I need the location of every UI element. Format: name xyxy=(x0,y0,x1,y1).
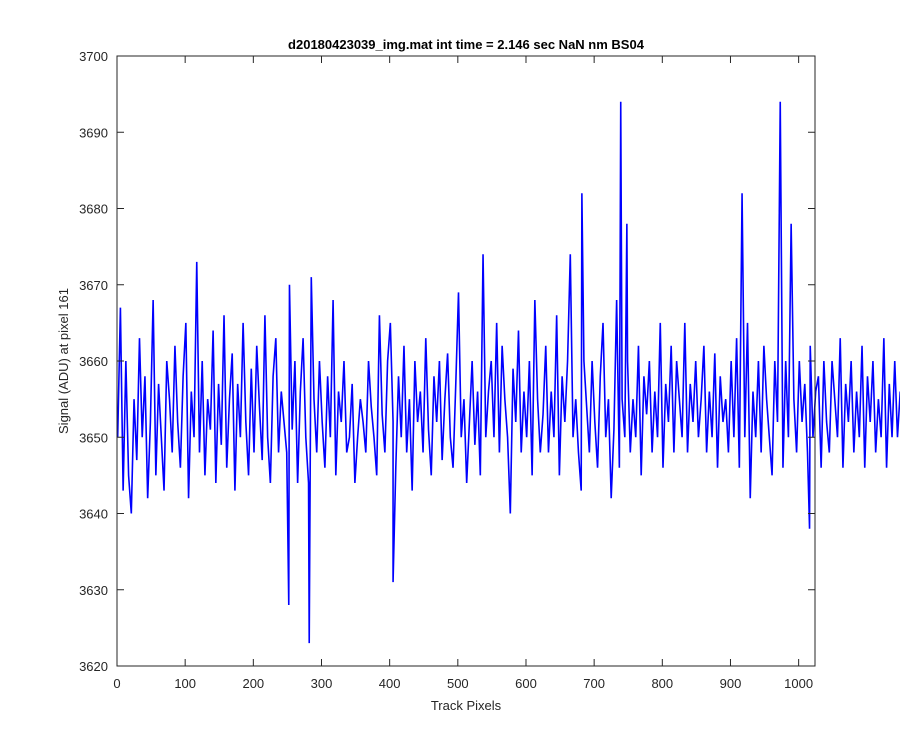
x-tick-label: 300 xyxy=(311,676,333,691)
y-tick-label: 3640 xyxy=(79,507,108,522)
x-tick-label: 0 xyxy=(113,676,120,691)
y-tick-label: 3690 xyxy=(79,125,108,140)
x-axis-label: Track Pixels xyxy=(431,698,502,713)
plot-area xyxy=(117,56,815,666)
x-tick-label: 900 xyxy=(720,676,742,691)
x-tick-label: 200 xyxy=(242,676,264,691)
y-axis-label: Signal (ADU) at pixel 161 xyxy=(56,288,71,434)
x-tick-label: 500 xyxy=(447,676,469,691)
x-tick-label: 1000 xyxy=(784,676,813,691)
y-tick-label: 3660 xyxy=(79,354,108,369)
x-tick-label: 100 xyxy=(174,676,196,691)
x-tick-label: 800 xyxy=(651,676,673,691)
y-tick-label: 3650 xyxy=(79,430,108,445)
axes-layer: 0 100 200 300 400 500 600 700 800 900 1000 3620 3630… xyxy=(79,49,816,691)
y-tick-label: 3700 xyxy=(79,49,108,64)
series-layer xyxy=(116,101,900,644)
x-tick-label: 600 xyxy=(515,676,537,691)
x-tick-label: 400 xyxy=(379,676,401,691)
y-tick-label: 3630 xyxy=(79,583,108,598)
y-tick-label: 3670 xyxy=(79,278,108,293)
y-tick-label: 3680 xyxy=(79,202,108,217)
series-line-0 xyxy=(116,101,900,644)
x-tick-label: 700 xyxy=(583,676,605,691)
chart-title: d20180423039_img.mat int time = 2.146 se… xyxy=(288,37,645,52)
y-tick-label: 3620 xyxy=(79,659,108,674)
